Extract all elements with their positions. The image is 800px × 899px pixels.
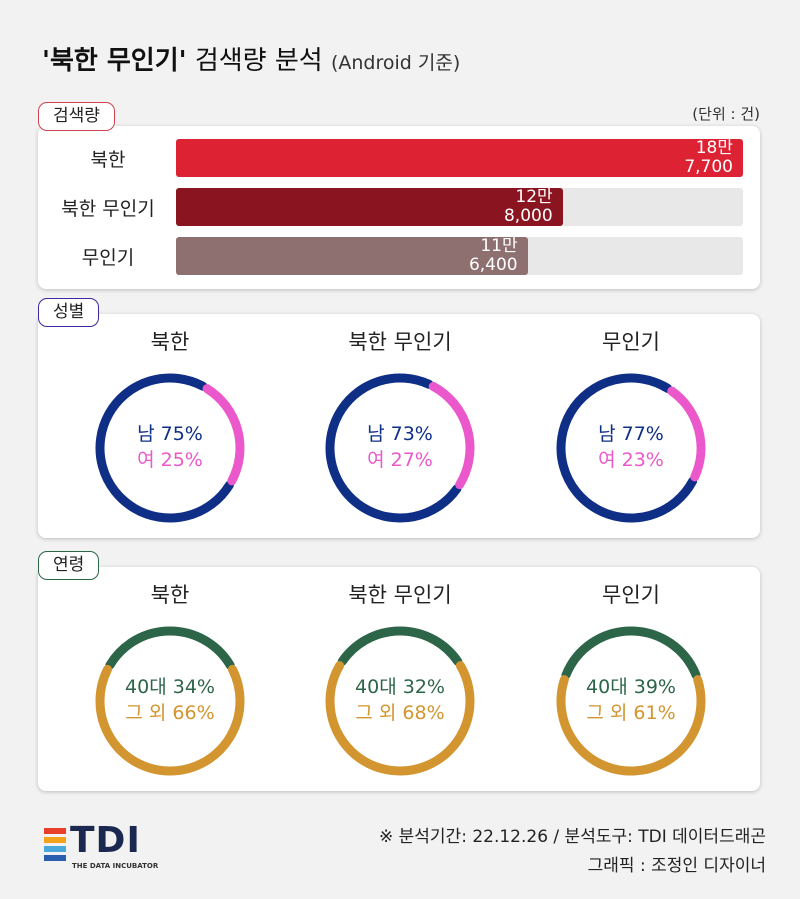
age-panel-title-2: 무인기 [602,583,660,607]
age-card [38,567,760,791]
age-slice-age40-2 [561,626,701,680]
bar-value-label-1: 12만 8,000 [503,187,553,226]
gender-slice-male-1 [325,373,462,523]
age-donut-2 [556,626,706,776]
tdi-logo-mark [44,828,66,861]
gender-male-label-1: 남 73% [367,423,433,445]
logo-tagline: THE DATA INCUBATOR [72,862,159,870]
gender-female-label-2: 여 23% [598,449,664,471]
bar-value-label-2: 11만 6,400 [468,236,518,275]
age-slice-other-2 [556,675,706,776]
bar-track-0: 18만 7,700 [176,139,743,177]
age-other-label-0: 그 외 66% [125,702,215,724]
unit-label: (단위 : 건) [692,105,760,123]
gender-slice-male-2 [556,373,698,523]
age-other-label-2: 그 외 61% [586,702,676,724]
gender-female-label-1: 여 27% [367,449,433,471]
gender-donut-0 [95,373,245,523]
age-panel-title-0: 북한 [150,583,190,607]
gender-slice-female-1 [428,381,475,490]
gender-slice-female-0 [202,384,245,486]
title-sub: (Android 기준) [330,52,461,74]
age-panel-title-1: 북한 무인기 [348,583,452,607]
gender-card [38,314,760,538]
gender-panel-title-0: 북한 [150,330,190,354]
bar-1: 12만 8,000 [176,188,563,226]
gender-panel-title-1: 북한 무인기 [348,330,452,354]
section-tag-age: 연령 [38,551,100,580]
age-slice-other-1 [325,661,475,776]
footer-credit: 그래픽 : 조정인 디자이너 [587,856,766,876]
gender-donut-1 [325,373,475,523]
age-40s-label-1: 40대 32% [355,676,445,698]
age-40s-label-2: 40대 39% [586,676,676,698]
age-donut-1 [325,626,475,776]
age-donut-0 [95,626,245,776]
age-40s-label-0: 40대 34% [125,676,215,698]
gender-male-label-0: 남 75% [137,423,203,445]
gender-panel-title-2: 무인기 [602,330,660,354]
age-slice-other-0 [95,664,245,776]
bar-track-1: 12만 8,000 [176,188,743,226]
gender-female-label-0: 여 25% [137,449,203,471]
page-title: '북한 무인기' 검색량 분석 (Android 기준) [42,40,460,77]
tdi-logo: TDI THE DATA INCUBATOR [44,820,158,876]
title-quoted: '북한 무인기' [42,46,187,76]
footer-period: ※ 분석기간: 22.12.26 / 분석도구: TDI 데이터드래곤 [378,827,766,847]
bar-value-label-0: 18만 7,700 [684,138,733,177]
logo-text: TDI [70,820,141,861]
bar-label-2: 무인기 [81,247,135,269]
section-tag-gender: 성별 [38,298,100,327]
age-slice-age40-1 [337,626,463,666]
gender-male-label-2: 남 77% [598,423,664,445]
gender-donut-2 [556,373,706,523]
gender-slice-male-0 [95,373,234,523]
bar-track-2: 11만 6,400 [176,237,743,275]
bar-0: 18만 7,700 [176,139,743,177]
bar-label-0: 북한 [90,149,126,171]
bar-2: 11만 6,400 [176,237,528,275]
section-tag-volume: 검색량 [38,102,115,131]
gender-slice-female-2 [667,386,706,482]
age-slice-age40-0 [105,626,235,670]
age-other-label-1: 그 외 68% [355,702,445,724]
title-main: 검색량 분석 [194,46,323,76]
bar-label-1: 북한 무인기 [61,198,155,220]
